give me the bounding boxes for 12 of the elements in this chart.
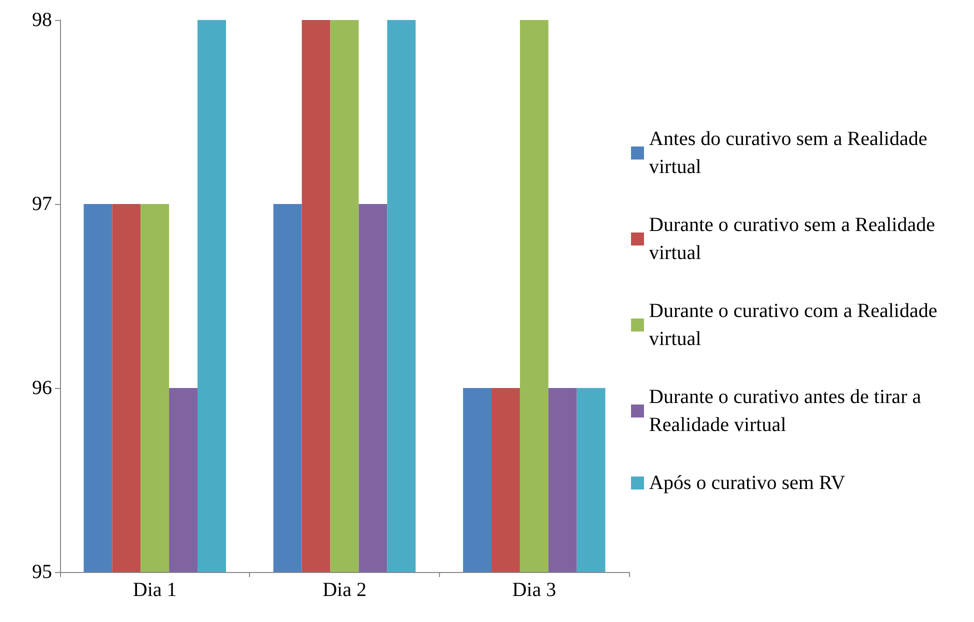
legend-label: Após o curativo sem RV	[649, 472, 846, 494]
y-tick-label: 98	[32, 9, 52, 31]
y-tick-label: 95	[32, 561, 52, 583]
x-tick-label: Dia 3	[512, 579, 556, 601]
legend-label: Durante o curativo antes de tirar a Realidade virtual	[649, 386, 926, 436]
x-tick-label: Dia 1	[132, 579, 177, 601]
y-tick-label: 96	[32, 377, 52, 399]
y-tick-label: 97	[32, 193, 52, 215]
x-tick-label: Dia 2	[322, 579, 366, 601]
legend-label: Durante o curativo sem a Realidade virtual	[649, 214, 940, 264]
legend-label: Antes do curativo sem a Realidade virtual	[649, 128, 932, 178]
legend-label: Durante o curativo com a Realidade virtual	[649, 300, 942, 350]
